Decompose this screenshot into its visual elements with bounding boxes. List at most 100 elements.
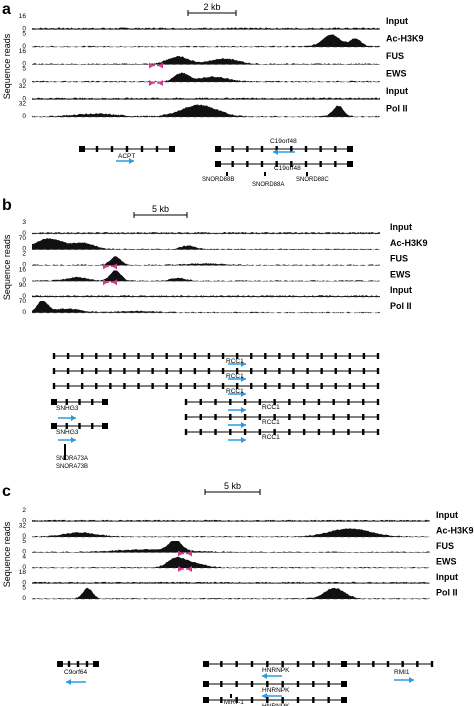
panel-a-track-6-ymax: 32 [19,101,27,108]
gene-rcc1-6-exon [214,429,216,435]
panel-c-track-2-label: Ac-H3K9 [436,526,474,536]
gene-hnrnpk-2-exon [297,681,299,687]
gene-rcc1-6-exon [318,429,320,435]
gene-rcc1-2 [53,368,379,374]
gene-rcc1-6-exon [288,429,290,435]
gene-rcc1-2-exon [222,368,224,374]
snord-mark-3 [306,172,308,176]
gene-c19orf48-2-exon [231,161,233,167]
gene-rcc1-label-4: RCC1 [262,404,280,411]
gene-rcc1-4-exon [377,399,379,405]
gene-rcc1-3-exon [81,383,83,389]
gene-rcc1-2-exon [250,368,252,374]
gene-rcc1-2-exon [67,368,69,374]
gene-rcc1-5-exon [377,414,379,420]
panel-b-track-1-signal [32,232,380,234]
panel-b-track-3-area [32,256,380,265]
panel-a-track-2-area [32,34,380,47]
gene-snhg3-2-exon [78,423,80,429]
gene-rcc1-6-exon [259,429,261,435]
gene-rcc1-label-2: RCC1 [226,373,244,380]
gene-snhg3-1-exon [91,399,93,405]
gene-rcc1-2-exon [109,368,111,374]
gene-hnrnpk-3-exon [220,697,222,703]
snord-label-3: SNORD88C [296,177,329,183]
panel-b-track-6-ymax: 70 [19,298,27,305]
gene-hnrnpk-2-exon [251,681,253,687]
gene-acpt-exon [169,146,175,152]
mir-mark [230,694,232,698]
gene-rcc1-2-exon [123,368,125,374]
gene-rcc1-4-exon [303,399,305,405]
panel-c-track-1-signal [32,520,430,522]
snora-label-2: SNORA73B [56,464,88,470]
gene-rcc1-2-exon [278,368,280,374]
gene-acpt-exon [141,146,143,152]
gene-rcc1-3-exon [109,383,111,389]
gene-rmi1-line-exon [343,661,345,667]
arrow-rmi1 [394,677,414,683]
gene-rcc1-3-exon [377,383,379,389]
gene-rcc1-label-3: RCC1 [226,388,244,395]
panel-a-track-2-ymax: 5 [22,31,26,38]
gene-rcc1-4 [185,399,379,405]
panel-b-track-6-area [32,301,380,313]
gene-rcc1-5-exon [185,414,187,420]
gene-rcc1-6 [185,429,379,435]
gene-hnrnpk-label-1: HNRNPK [262,667,290,674]
gene-rcc1-3-exon [349,383,351,389]
panel-b-track-3-signal [32,256,380,265]
panel-c-track-4-area [32,557,430,568]
gene-rcc1-1-exon [250,353,252,359]
gene-acpt-exon [111,146,113,152]
snord-label-1: SNORD88B [202,177,234,183]
gene-rcc1-2-exon [180,368,182,374]
gene-rcc1-3-exon [306,383,308,389]
gene-rcc1-2-exon [349,368,351,374]
gene-rcc1-4-exon [244,399,246,405]
gene-rcc1-3-exon [165,383,167,389]
gene-rcc1-1-exon [363,353,365,359]
gene-rcc1-1-exon [53,353,55,359]
gene-rcc1-6-exon [347,429,349,435]
gene-rcc1-4-exon [229,399,231,405]
gene-rcc1-6-exon [332,429,334,435]
gene-rcc1-4-exon [332,399,334,405]
gene-rcc1-3-exon [264,383,266,389]
gene-rcc1-2-exon [335,368,337,374]
arrow-snhg3-2 [58,437,76,443]
gene-acpt-exon [156,146,158,152]
panel-c-track-1-ymax: 2 [22,507,26,514]
gene-rcc1-1-exon [180,353,182,359]
gene-snhg3-1-exon [78,399,80,405]
gene-c19orf48-1-exon [231,146,233,152]
gene-rcc1-1-exon [137,353,139,359]
arrow-snhg3-1 [58,415,76,421]
panel-a-scale-label: 2 kb [203,2,220,12]
gene-hnrnpk-3-exon [341,697,347,703]
gene-hnrnpk-3-exon [327,697,329,703]
panel-b-track-2-signal [32,238,380,249]
gene-rcc1-1-exon [67,353,69,359]
gene-c9orf64-exon [86,661,88,667]
gene-rcc1-1-exon [377,353,379,359]
gene-rcc1-1-exon [335,353,337,359]
panel-b-track-1-label: Input [390,222,412,232]
gene-c19orf48-1-exon [261,146,263,152]
snord-mark-2 [264,172,266,176]
gene-rcc1-2-exon [363,368,365,374]
gene-rcc1-4-exon [362,399,364,405]
gene-rcc1-1-exon [123,353,125,359]
gene-rcc1-1-exon [81,353,83,359]
gene-hnrnpk-3-exon [297,697,299,703]
gene-rcc1-2-exon [306,368,308,374]
gene-rcc1-1-exon [292,353,294,359]
gene-snhg3-2-exon [91,423,93,429]
panel-a-letter: a [2,1,11,18]
gene-c19orf48-1-exon [334,146,336,152]
arrow-rcc1-5-head [241,422,246,428]
gene-rmi1-line-exon [431,661,433,667]
panel-a-track-4-label: EWS [386,69,407,79]
gene-rcc1-5-exon [303,414,305,420]
panel-a-track-2-signal [32,34,380,47]
